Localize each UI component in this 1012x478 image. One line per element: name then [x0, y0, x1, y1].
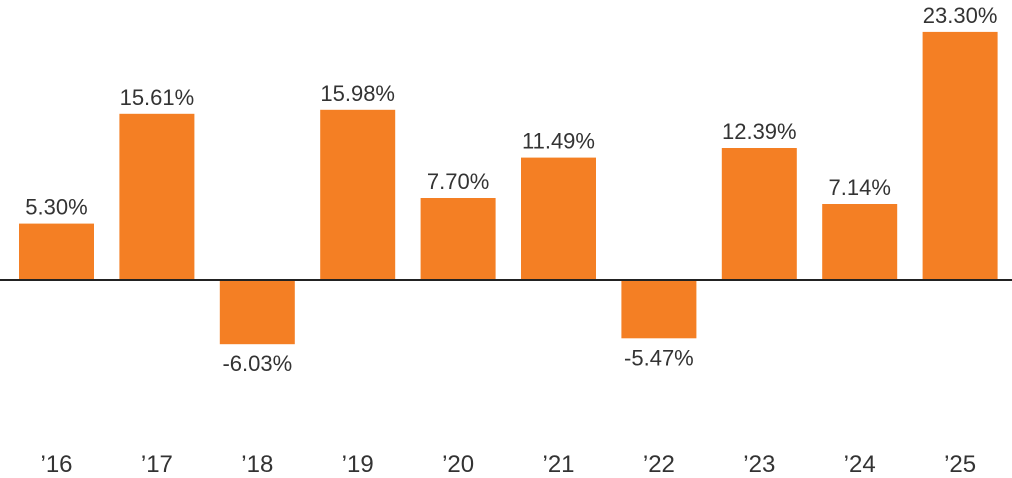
value-label-5: 11.49% — [522, 129, 595, 154]
value-label-4: 7.70% — [427, 169, 489, 194]
value-label-9: 23.30% — [923, 3, 998, 28]
x-tick-label-3: ’19 — [342, 451, 374, 478]
value-label-1: 15.61% — [120, 85, 195, 110]
x-tick-label-9: ’25 — [944, 451, 976, 478]
bar-4 — [420, 198, 496, 280]
x-tick-label-5: ’21 — [542, 451, 574, 478]
value-label-7: 12.39% — [722, 119, 797, 144]
value-labels-layer: 5.30% 15.61% -6.03% 15.98% 7.70% 11.49% -5.47%… — [25, 3, 997, 376]
bar-2 — [219, 280, 295, 345]
value-label-2: -6.03% — [222, 351, 292, 376]
bars-layer — [19, 31, 998, 345]
x-tick-label-1: ’17 — [141, 451, 173, 478]
x-tick-label-2: ’18 — [241, 451, 273, 478]
x-tick-label-6: ’22 — [643, 451, 675, 478]
x-tick-label-7: ’23 — [743, 451, 775, 478]
x-tick-label-8: ’24 — [844, 451, 876, 478]
x-tick-label-0: ’16 — [40, 451, 72, 478]
tick-labels-layer: ’16 ’17 ’18 ’19 ’20 ’21 ’22 ’23 ’24 ’25 — [40, 451, 976, 478]
bar-0 — [19, 223, 94, 280]
value-label-6: -5.47% — [624, 345, 694, 370]
bar-5 — [521, 157, 596, 280]
value-label-0: 5.30% — [25, 195, 87, 220]
x-tick-label-4: ’20 — [442, 451, 474, 478]
value-label-3: 15.98% — [320, 81, 395, 106]
bar-1 — [119, 113, 195, 280]
bar-3 — [320, 109, 396, 280]
bar-6 — [621, 280, 697, 339]
bar-9 — [922, 31, 998, 281]
bar-7 — [721, 148, 797, 280]
value-label-8: 7.14% — [829, 175, 891, 200]
bar-8 — [822, 204, 898, 280]
